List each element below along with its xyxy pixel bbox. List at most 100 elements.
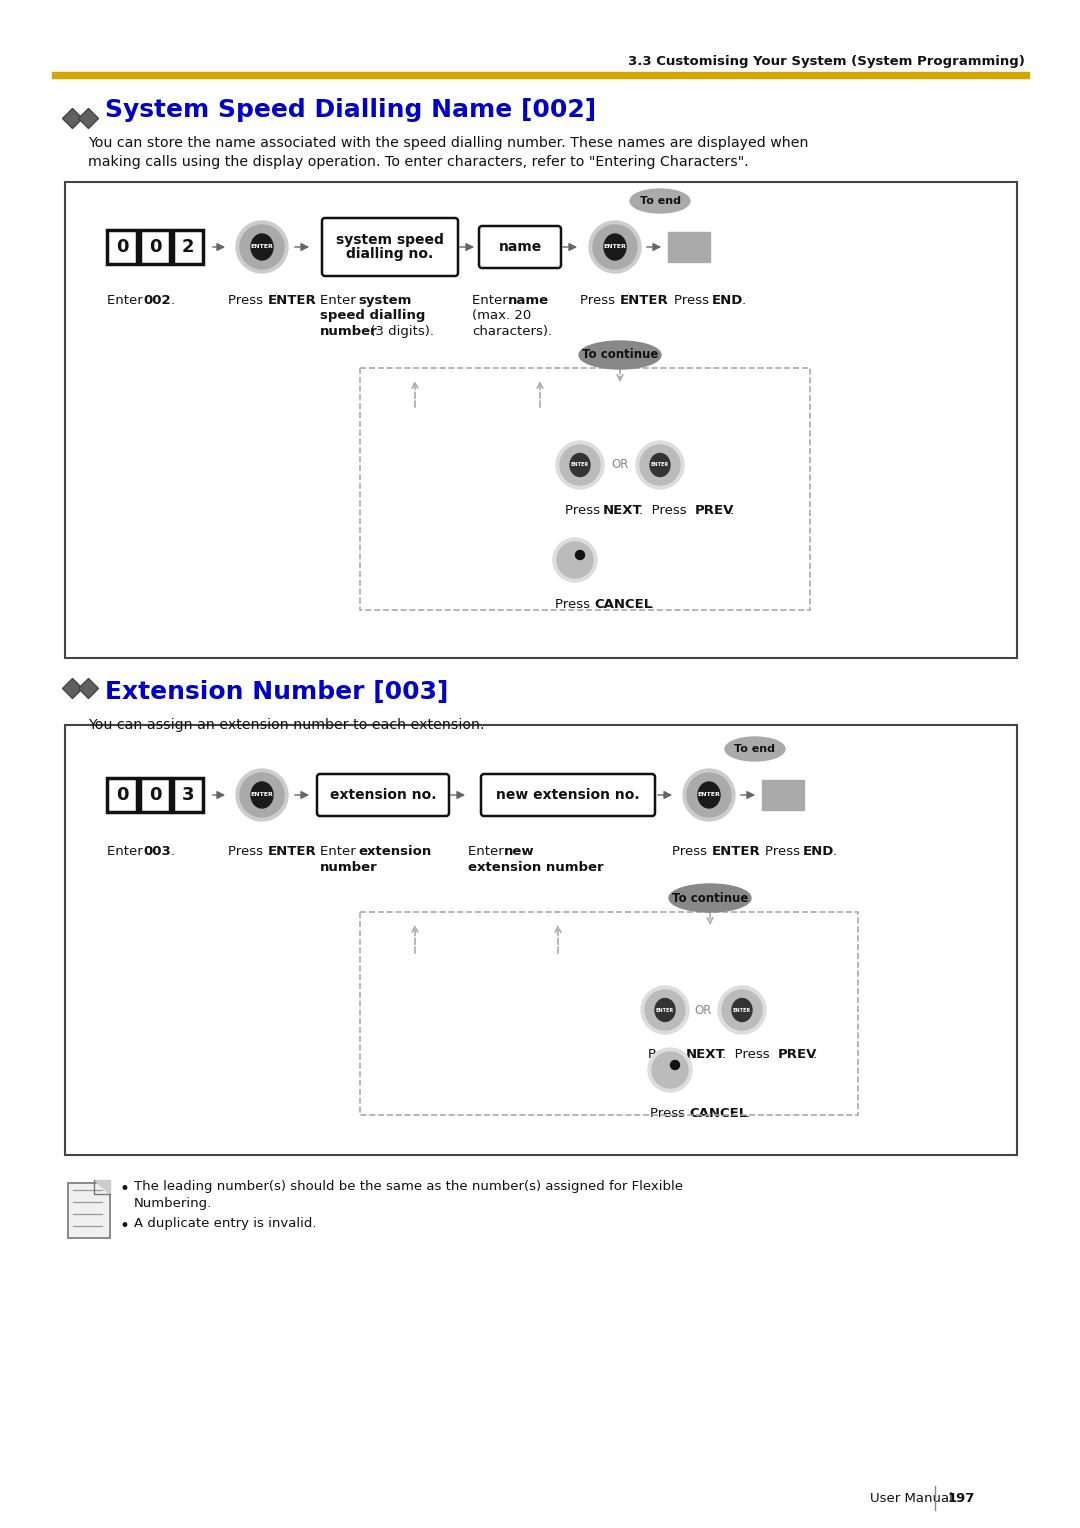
Ellipse shape	[650, 454, 670, 477]
Text: Enter: Enter	[320, 293, 360, 307]
Text: A duplicate entry is invalid.: A duplicate entry is invalid.	[134, 1216, 316, 1230]
Ellipse shape	[237, 769, 288, 821]
Text: PREV: PREV	[778, 1048, 818, 1060]
Text: number: number	[320, 860, 378, 874]
FancyBboxPatch shape	[140, 231, 170, 264]
Polygon shape	[94, 1180, 110, 1193]
Text: CANCEL: CANCEL	[594, 597, 652, 611]
Text: .: .	[730, 504, 734, 516]
Text: ENTER: ENTER	[712, 845, 760, 859]
Text: Press: Press	[672, 845, 712, 859]
Text: To continue: To continue	[672, 891, 748, 905]
Text: Press: Press	[228, 845, 267, 859]
Text: END: END	[804, 845, 835, 859]
FancyBboxPatch shape	[173, 231, 203, 264]
Text: Enter: Enter	[472, 293, 512, 307]
Text: OR: OR	[611, 458, 629, 472]
FancyBboxPatch shape	[173, 778, 203, 811]
Ellipse shape	[579, 341, 661, 368]
Ellipse shape	[671, 1060, 679, 1070]
Text: Press: Press	[674, 293, 713, 307]
Text: NEXT: NEXT	[686, 1048, 726, 1060]
Text: You can store the name associated with the speed dialling number. These names ar: You can store the name associated with t…	[87, 136, 809, 150]
Ellipse shape	[636, 442, 684, 489]
Text: Press: Press	[648, 1048, 687, 1060]
Text: ENTER: ENTER	[656, 1007, 674, 1013]
Text: making calls using the display operation. To enter characters, refer to "Enterin: making calls using the display operation…	[87, 154, 748, 170]
Bar	[65, 182, 1017, 659]
Text: PREV: PREV	[696, 504, 734, 516]
FancyBboxPatch shape	[480, 226, 561, 267]
Text: 002: 002	[143, 293, 171, 307]
Text: Numbering.: Numbering.	[134, 1196, 213, 1210]
Text: .: .	[664, 293, 669, 307]
Ellipse shape	[642, 986, 689, 1034]
Text: .: .	[755, 845, 759, 859]
Ellipse shape	[561, 445, 600, 484]
Text: END: END	[712, 293, 743, 307]
Text: 0: 0	[116, 238, 129, 257]
Text: 0: 0	[116, 785, 129, 804]
Text: Press: Press	[228, 293, 267, 307]
Ellipse shape	[687, 773, 731, 817]
Ellipse shape	[576, 550, 584, 559]
FancyBboxPatch shape	[140, 778, 170, 811]
Text: number: number	[320, 325, 378, 338]
Text: Enter: Enter	[320, 845, 360, 859]
Text: Enter: Enter	[107, 845, 147, 859]
Text: ENTER: ENTER	[620, 293, 669, 307]
Text: .: .	[833, 845, 837, 859]
Text: .: .	[171, 293, 175, 307]
Text: 0: 0	[149, 785, 161, 804]
Text: 0: 0	[149, 238, 161, 257]
Text: ENTER: ENTER	[604, 244, 626, 249]
Bar	[762, 779, 804, 810]
Text: Press: Press	[555, 597, 594, 611]
Text: Press: Press	[580, 293, 619, 307]
Text: Enter: Enter	[468, 845, 508, 859]
Ellipse shape	[652, 1051, 688, 1088]
Text: 2: 2	[181, 238, 194, 257]
Text: dialling no.: dialling no.	[347, 248, 434, 261]
Ellipse shape	[725, 736, 785, 761]
Text: You can assign an extension number to each extension.: You can assign an extension number to ea…	[87, 718, 485, 732]
Ellipse shape	[654, 998, 675, 1022]
FancyBboxPatch shape	[68, 1183, 110, 1238]
Text: name: name	[508, 293, 549, 307]
Ellipse shape	[553, 538, 597, 582]
Bar	[65, 724, 1017, 1155]
Ellipse shape	[718, 986, 766, 1034]
Text: .  Press: . Press	[723, 1048, 774, 1060]
Text: system: system	[357, 293, 411, 307]
Text: Extension Number [003]: Extension Number [003]	[105, 680, 448, 704]
FancyBboxPatch shape	[107, 231, 137, 264]
Text: .: .	[365, 860, 369, 874]
Text: .: .	[813, 1048, 818, 1060]
Text: ENTER: ENTER	[251, 244, 273, 249]
FancyBboxPatch shape	[318, 775, 449, 816]
Text: .  Press: . Press	[639, 504, 691, 516]
Text: Press: Press	[565, 504, 604, 516]
Text: system speed: system speed	[336, 232, 444, 248]
Text: To end: To end	[639, 196, 680, 206]
Text: ENTER: ENTER	[251, 793, 273, 798]
Text: CANCEL: CANCEL	[689, 1106, 747, 1120]
Text: ENTER: ENTER	[698, 793, 720, 798]
Text: •: •	[120, 1216, 130, 1235]
Ellipse shape	[723, 990, 762, 1030]
Text: (3 digits).: (3 digits).	[366, 325, 434, 338]
Ellipse shape	[630, 189, 690, 212]
Text: name: name	[498, 240, 542, 254]
Ellipse shape	[240, 773, 284, 817]
Bar	[669, 232, 710, 261]
Text: User Manual: User Manual	[870, 1491, 953, 1505]
Text: ENTER: ENTER	[651, 463, 670, 468]
Text: •: •	[120, 1180, 130, 1198]
Text: Press: Press	[650, 1106, 689, 1120]
Ellipse shape	[698, 782, 720, 808]
Ellipse shape	[604, 234, 626, 260]
Text: ENTER: ENTER	[733, 1007, 751, 1013]
Text: 197: 197	[948, 1491, 975, 1505]
Ellipse shape	[570, 454, 590, 477]
Ellipse shape	[669, 885, 751, 912]
